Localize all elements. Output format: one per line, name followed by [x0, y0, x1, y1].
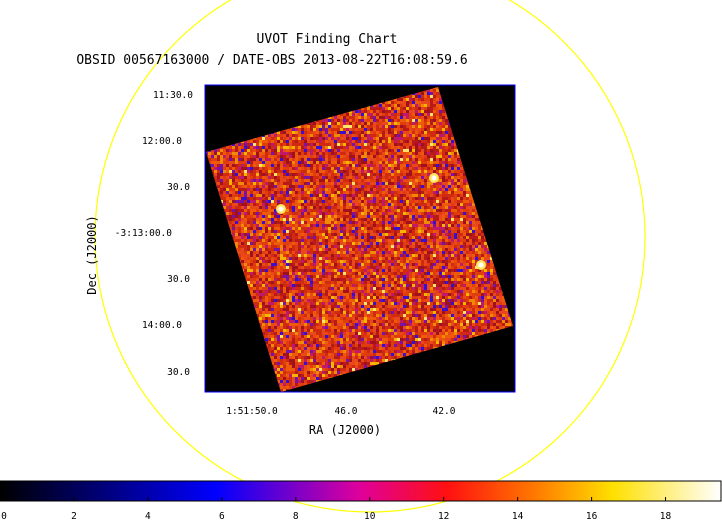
bright-source-core — [279, 207, 284, 212]
y-tick-label: 30.0 — [167, 274, 190, 285]
chart-subtitle: OBSID 00567163000 / DATE-OBS 2013-08-22T… — [76, 53, 467, 68]
colorbar — [0, 481, 721, 501]
bright-source-core — [479, 263, 484, 268]
colorbar-tick-label: 2 — [71, 511, 77, 521]
y-tick-label: -3:13:00.0 — [115, 228, 172, 239]
x-axis-label: RA (J2000) — [309, 423, 381, 437]
x-tick-label: 46.0 — [335, 406, 358, 417]
y-tick-label: 30.0 — [167, 182, 190, 193]
colorbar-tick-label: 6 — [219, 511, 225, 521]
y-axis-label: Dec (J2000) — [85, 215, 99, 294]
colorbar-tick-label: 4 — [145, 511, 151, 521]
colorbar-tick-label: 12 — [438, 511, 449, 521]
y-tick-label: 30.0 — [167, 367, 190, 378]
y-tick-label: 14:00.0 — [142, 320, 182, 331]
colorbar-tick-label: 10 — [364, 511, 376, 521]
colorbar-tick-label: 0 — [1, 511, 7, 521]
chart-title: UVOT Finding Chart — [257, 32, 398, 47]
colorbar-tick-label: 14 — [512, 511, 524, 521]
colorbar-tick-label: 16 — [586, 511, 598, 521]
colorbar-tick-label: 8 — [293, 511, 299, 521]
colorbar-tick-label: 18 — [660, 511, 672, 521]
y-tick-label: 11:30.0 — [153, 90, 193, 101]
y-tick-label: 12:00.0 — [142, 136, 182, 147]
bright-source-core — [432, 176, 437, 181]
x-tick-label: 42.0 — [433, 406, 456, 417]
x-tick-label: 1:51:50.0 — [226, 406, 278, 417]
